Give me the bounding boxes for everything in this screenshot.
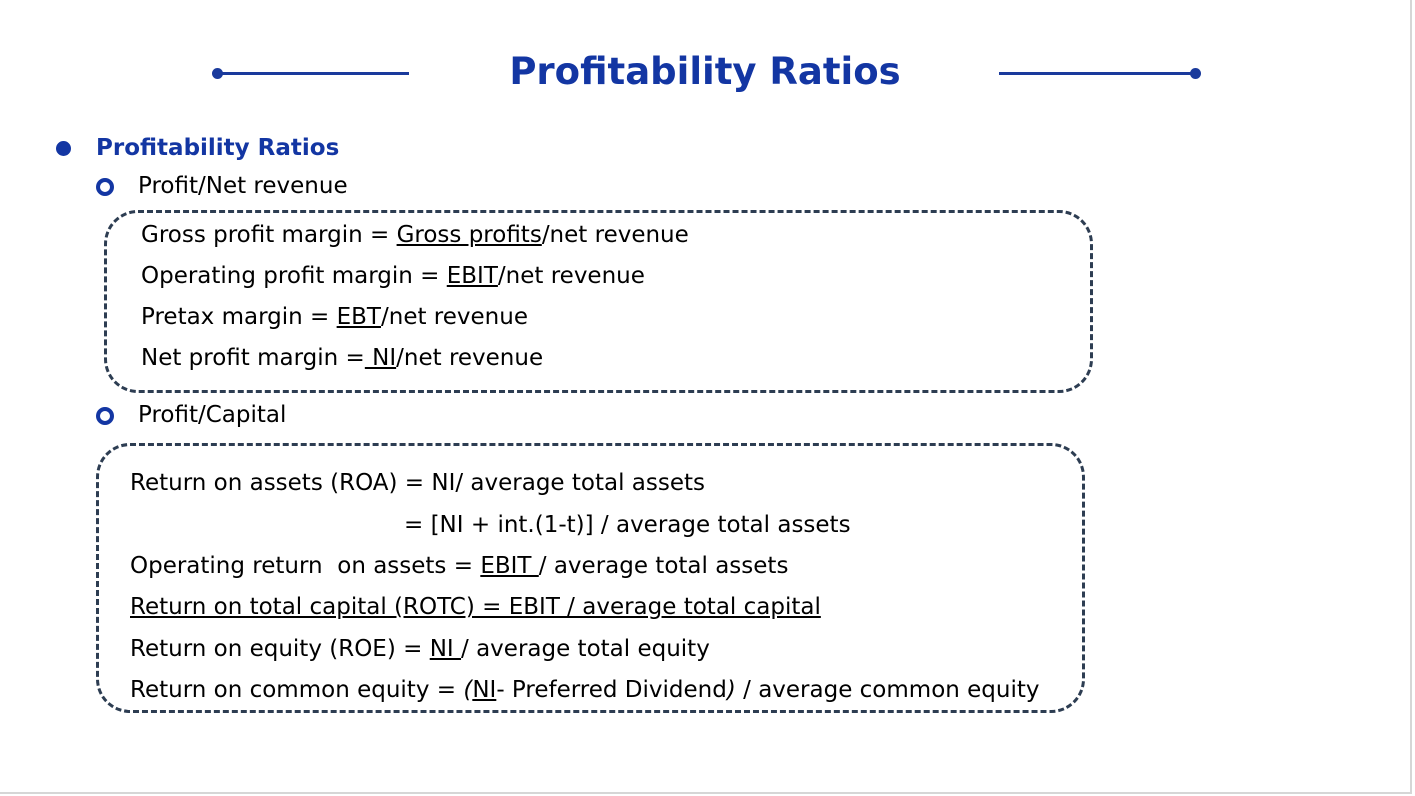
- subheading-profit-net-revenue: Profit/Net revenue: [138, 173, 348, 199]
- net-profit-margin-denominator: /net revenue: [396, 345, 544, 371]
- roe-line: Return on equity (ROE) = NI / average to…: [130, 636, 710, 662]
- roe-label: Return on equity (ROE) =: [130, 636, 430, 662]
- roce-open-paren: (: [463, 677, 473, 703]
- capital-ratios-box: [96, 443, 1085, 713]
- pretax-margin-denominator: /net revenue: [381, 304, 528, 330]
- operating-profit-margin-label: Operating profit margin =: [141, 263, 447, 289]
- pretax-margin-line: Pretax margin = EBT/net revenue: [141, 304, 528, 330]
- operating-profit-margin-numerator: EBIT: [446, 263, 498, 289]
- opr-label: Operating return on assets =: [130, 553, 481, 579]
- right-dot-decoration: [1190, 68, 1201, 79]
- operating-profit-margin-denominator: /net revenue: [497, 263, 645, 289]
- pretax-margin-label: Pretax margin =: [141, 304, 337, 330]
- right-line-decoration: [999, 72, 1196, 75]
- roce-label: Return on common equity =: [130, 677, 464, 703]
- net-profit-margin-numerator: NI: [364, 345, 397, 371]
- gross-profit-margin-line: Gross profit margin = Gross profits/net …: [141, 222, 689, 248]
- pretax-margin-numerator: EBT: [336, 304, 381, 330]
- operating-return-on-assets-line: Operating return on assets = EBIT / aver…: [130, 553, 788, 579]
- slide-title: Profitability Ratios: [509, 50, 901, 93]
- opr-denominator: / average total assets: [538, 553, 789, 579]
- gross-profit-margin-numerator: Gross profits: [396, 222, 542, 248]
- subheading-profit-capital: Profit/Capital: [138, 402, 287, 428]
- rotc-line: Return on total capital (ROTC) = EBIT / …: [130, 594, 821, 620]
- roce-close-paren: ): [726, 677, 736, 703]
- roce-line: Return on common equity = (NI- Preferred…: [130, 677, 1040, 703]
- ring-bullet-icon: [96, 178, 114, 196]
- net-profit-margin-label: Net profit margin =: [141, 345, 365, 371]
- roe-numerator: NI: [429, 636, 462, 662]
- ring-bullet-icon: [96, 407, 114, 425]
- net-revenue-ratios-box: [104, 210, 1093, 393]
- roa-line: Return on assets (ROA) = NI/ average tot…: [130, 470, 705, 496]
- roa-alternative-line: = [NI + int.(1-t)] / average total asset…: [404, 512, 851, 538]
- gross-profit-margin-label: Gross profit margin =: [141, 222, 397, 248]
- net-profit-margin-line: Net profit margin = NI/net revenue: [141, 345, 543, 371]
- gross-profit-margin-denominator: /net revenue: [541, 222, 689, 248]
- operating-profit-margin-line: Operating profit margin = EBIT/net reven…: [141, 263, 645, 289]
- opr-numerator: EBIT: [480, 553, 539, 579]
- bullet-icon: [56, 141, 71, 156]
- roce-numerator: NI: [472, 677, 497, 703]
- left-line-decoration: [216, 72, 409, 75]
- roce-preferred-dividend: - Preferred Dividend: [496, 677, 727, 703]
- section-heading: Profitability Ratios: [96, 135, 340, 161]
- roce-denominator: / average common equity: [735, 677, 1040, 703]
- roe-denominator: / average total equity: [461, 636, 710, 662]
